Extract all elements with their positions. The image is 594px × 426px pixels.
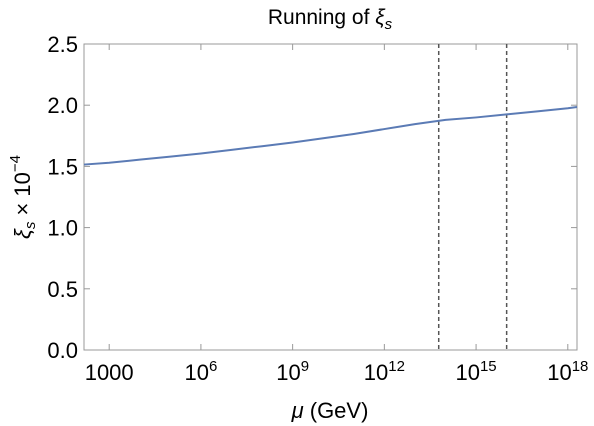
y-tick-label: 1.5: [47, 154, 78, 179]
x-axis: 1000 106 109 1012 1015 1018: [85, 44, 588, 385]
x-axis-label: μ (GeV): [291, 398, 369, 423]
x-tick-label: 1018: [547, 358, 588, 385]
series-line: [83, 106, 578, 166]
y-axis: 0.0 0.5 1.0 1.5 2.0 2.5: [47, 32, 577, 363]
series-layer: [83, 106, 578, 166]
y-tick-label: 0.5: [47, 277, 78, 302]
y-tick-label: 0.0: [47, 338, 78, 363]
chart-title: Running of ξs: [268, 6, 393, 33]
plot-frame: [83, 43, 578, 351]
y-tick-label: 2.0: [47, 93, 78, 118]
y-axis-subscript: s: [22, 221, 39, 229]
x-tick-label: 1015: [455, 358, 496, 385]
x-tick-label: 1000: [85, 360, 134, 385]
x-tick-label: 1012: [364, 358, 405, 385]
y-axis-symbol: ξ: [10, 228, 35, 239]
x-axis-symbol: μ: [291, 398, 304, 423]
title-symbol: ξ: [375, 6, 386, 29]
x-tick-label: 106: [184, 358, 217, 385]
y-tick-label: 1.0: [47, 216, 78, 241]
reference-lines: [437, 44, 508, 350]
y-axis-label: ξs × 10−4: [7, 155, 39, 239]
y-axis-exponent: −4: [7, 155, 24, 172]
title-subscript: s: [385, 16, 393, 33]
y-tick-label: 2.5: [47, 32, 78, 57]
x-tick-label: 109: [276, 358, 309, 385]
